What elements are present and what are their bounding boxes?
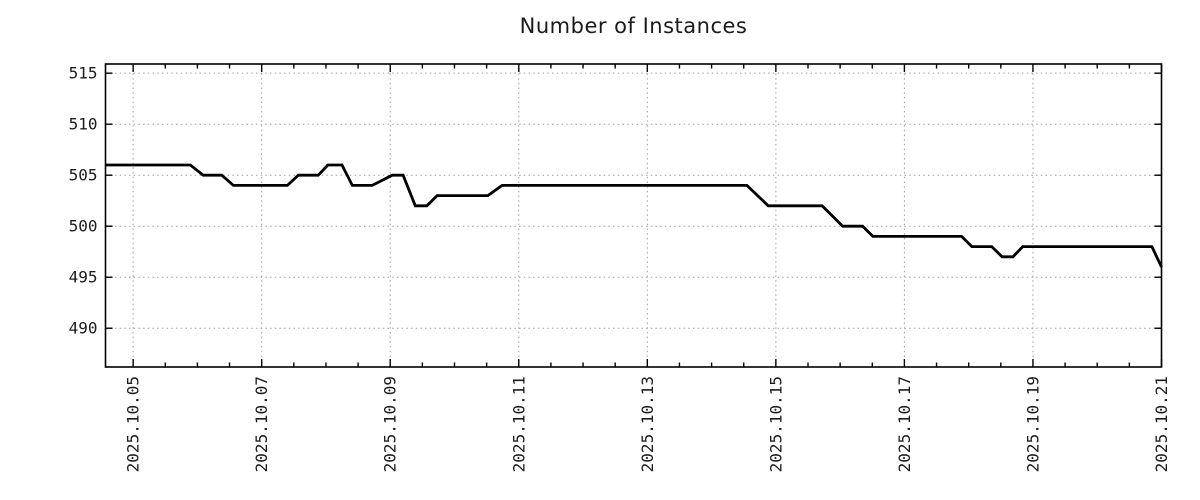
y-tick-label: 490: [69, 319, 98, 338]
x-tick-label: 2025.10.13: [638, 376, 657, 472]
x-tick-label: 2025.10.21: [1152, 376, 1171, 472]
x-tick-label: 2025.10.17: [895, 376, 914, 472]
x-tick-label: 2025.10.05: [124, 376, 143, 472]
plot-frame: [104, 63, 1163, 368]
x-tick-label: 2025.10.09: [381, 376, 400, 472]
y-tick-label: 505: [69, 166, 98, 185]
chart-title: Number of Instances: [519, 14, 748, 38]
series-line: [105, 163, 1163, 268]
y-tick-label: 495: [69, 268, 98, 287]
x-tick-label: 2025.10.07: [252, 376, 271, 472]
x-tick-label: 2025.10.15: [766, 376, 785, 472]
y-tick-label: 510: [69, 115, 98, 134]
x-tick-label: 2025.10.11: [509, 376, 528, 472]
y-tick-label: 500: [69, 217, 98, 236]
y-tick-label: 515: [69, 64, 98, 83]
x-tick-label: 2025.10.19: [1023, 376, 1042, 472]
